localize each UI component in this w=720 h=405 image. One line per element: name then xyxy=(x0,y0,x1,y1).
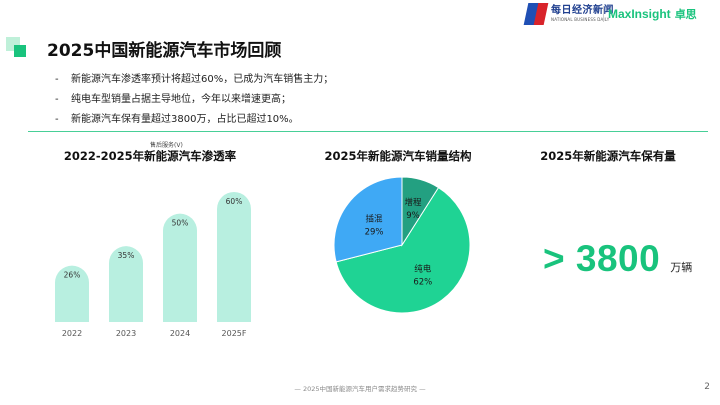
pie-slice-value: 29% xyxy=(365,227,384,237)
bar-value-label: 50% xyxy=(172,219,189,228)
penetration-bar-chart: 26% 2022 35% 2023 50% 2024 60% 2025F xyxy=(55,192,251,338)
footer-caption: — 2025中国新能源汽车用户需求趋势研究 — xyxy=(294,385,426,393)
summary-bullets: - 新能源汽车渗透率预计将超过60%，已成为汽车销售主力； - 纯电车型销量占据主导… xyxy=(55,70,333,130)
chart-note: 售后服务(V) xyxy=(150,142,183,149)
bullet-item: - 新能源汽车渗透率预计将超过60%，已成为汽车销售主力； xyxy=(55,70,333,90)
bar-2022 xyxy=(55,265,89,322)
pie-slice-1 xyxy=(333,176,403,263)
nbd-logo-en: NATIONAL BUSINESS DAILY xyxy=(551,17,610,22)
x-tick-label: 2023 xyxy=(116,329,136,338)
x-tick-label: 2025F xyxy=(222,329,247,338)
nbd-logo-mark xyxy=(523,3,549,25)
maxinsight-logo-text: axInsight xyxy=(618,7,671,21)
section-divider xyxy=(28,131,708,132)
pie-slice-2 xyxy=(401,176,440,247)
stock-title: 2025年新能源汽车保有量 xyxy=(540,149,676,163)
stock-figure: > 3800 万辆 xyxy=(543,238,692,280)
bar-2023 xyxy=(109,246,143,322)
pie-slice-0 xyxy=(335,186,471,314)
bullet-text: 新能源汽车渗透率预计将超过60%，已成为汽车销售主力； xyxy=(71,74,334,85)
maxinsight-logo-m: M xyxy=(608,7,618,21)
sales-structure-title: 2025年新能源汽车销量结构 xyxy=(324,149,472,163)
bullet-item: - 纯电车型销量占据主导地位，今年以来增速更高； xyxy=(55,90,333,110)
page-number: 2 xyxy=(704,382,710,392)
pie-slice-label: 插混 xyxy=(366,213,384,224)
bullet-marker: - xyxy=(55,74,59,85)
bullet-marker: - xyxy=(55,94,59,105)
bullet-item: - 新能源汽车保有量超过3800万，占比已超过10%。 xyxy=(55,110,333,130)
x-tick-label: 2024 xyxy=(170,329,190,338)
sales-structure-pie-chart: 纯电 62% 插混 29% 增程 9% xyxy=(333,176,471,314)
maxinsight-logo-cn: 卓思 xyxy=(674,8,697,21)
stock-value: > 3800 xyxy=(543,238,661,279)
x-tick-label: 2022 xyxy=(62,329,82,338)
pie-slice-value: 9% xyxy=(406,211,420,221)
pie-slice-label: 纯电 xyxy=(414,264,432,275)
bar-2025F xyxy=(217,192,251,322)
page-title: 2025中国新能源汽车市场回顾 xyxy=(47,41,282,61)
bullet-text: 新能源汽车保有量超过3800万，占比已超过10%。 xyxy=(71,114,299,125)
nbd-logo: 每日经济新闻 NATIONAL BUSINESS DAILY xyxy=(523,3,614,25)
bar-value-label: 60% xyxy=(226,197,243,206)
bar-value-label: 26% xyxy=(64,271,81,280)
bar-2024 xyxy=(163,213,197,322)
logo-separator xyxy=(603,6,604,22)
stock-unit: 万辆 xyxy=(670,261,693,274)
bullet-marker: - xyxy=(55,114,59,125)
bullet-text: 纯电车型销量占据主导地位，今年以来增速更高； xyxy=(71,94,291,105)
penetration-chart-title: 2022-2025年新能源汽车渗透率 xyxy=(63,149,237,163)
pie-slice-value: 62% xyxy=(413,278,432,288)
pie-slice-label: 增程 xyxy=(404,197,422,208)
bar-value-label: 35% xyxy=(118,251,135,260)
title-decoration xyxy=(6,37,26,57)
nbd-logo-cn: 每日经济新闻 xyxy=(551,5,614,16)
